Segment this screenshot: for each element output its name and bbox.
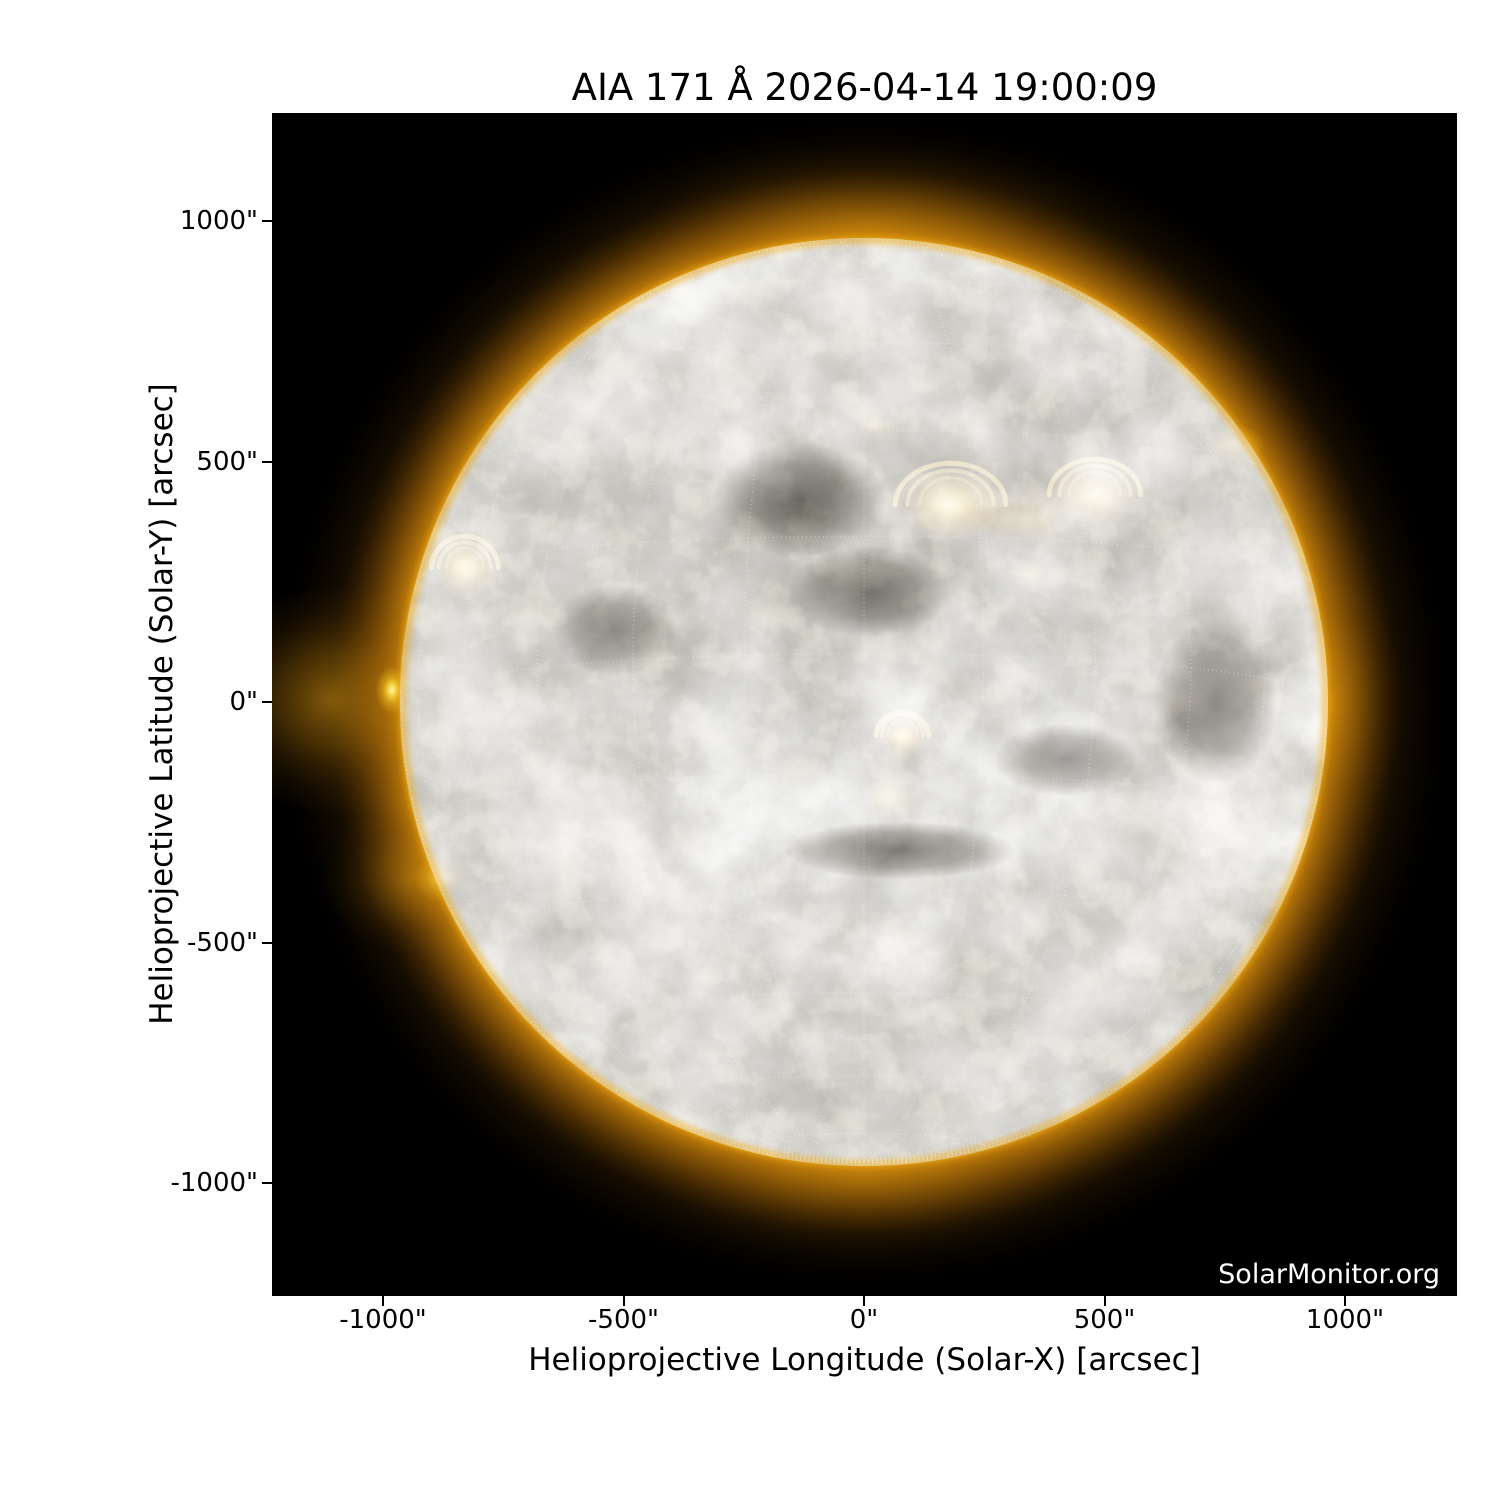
bright-point-west xyxy=(1013,561,1047,589)
dark-lane-south-center xyxy=(784,821,1016,880)
active-region-east-limb xyxy=(431,538,499,597)
x-tick-label: -1000" xyxy=(339,1305,427,1335)
y-tick-mark xyxy=(262,220,272,222)
x-axis-label: Helioprojective Longitude (Solar-X) [arc… xyxy=(528,1342,1201,1378)
x-tick-mark xyxy=(622,1296,625,1306)
active-region-loops-north-loop xyxy=(905,468,996,507)
dark-features xyxy=(551,442,1278,880)
plot-area xyxy=(272,113,1457,1296)
x-tick-label: -500" xyxy=(588,1305,659,1335)
dark-region-west xyxy=(1152,620,1278,784)
watermark: SolarMonitor.org xyxy=(1218,1259,1440,1290)
bright-point-north-center xyxy=(855,410,895,440)
y-tick-mark xyxy=(262,1182,272,1184)
dark-region-center xyxy=(787,545,951,638)
dark-region-southwest xyxy=(993,723,1139,796)
active-region-center xyxy=(876,714,929,758)
active-region-loops-northwest-loop xyxy=(1067,470,1122,497)
bright-fan-south-center xyxy=(859,776,917,820)
loop-bridge-north xyxy=(960,495,1086,544)
y-tick-label: 500" xyxy=(196,446,258,477)
x-tick-mark xyxy=(863,1296,865,1306)
active-region-center-loop xyxy=(879,713,926,738)
dark-region-east xyxy=(551,584,677,676)
active-region-east-limb-loop xyxy=(444,546,486,570)
active-region-loops-northwest-loop xyxy=(1046,456,1144,498)
heliographic-grid xyxy=(401,239,1327,1165)
y-tick-label: 1000" xyxy=(179,206,258,236)
active-region-loops-north-loop xyxy=(918,476,984,507)
sun-image xyxy=(272,117,1449,1287)
active-region-center-loop xyxy=(886,718,919,738)
bright-features xyxy=(375,410,1266,903)
x-tick-label: 0" xyxy=(849,1305,879,1335)
active-region-loops-north-loop xyxy=(892,460,1009,508)
y-tick-mark xyxy=(262,460,272,463)
x-tick-label: 500" xyxy=(1073,1305,1136,1335)
page-title: AIA 171 Å 2026-04-14 19:00:09 xyxy=(571,66,1158,109)
active-region-east-limb-loop xyxy=(428,533,501,571)
active-region-center-loop xyxy=(873,709,932,739)
dark-region-north-center xyxy=(713,442,887,558)
y-tick-label: 0" xyxy=(229,687,258,717)
y-tick-mark xyxy=(262,941,272,944)
x-tick-mark xyxy=(1103,1296,1106,1306)
x-tick-mark xyxy=(382,1296,384,1306)
y-tick-label: -500" xyxy=(187,927,258,958)
x-tick-label: 1000" xyxy=(1305,1305,1385,1335)
y-tick-label: -1000" xyxy=(170,1168,258,1198)
y-tick-mark xyxy=(262,701,272,703)
active-region-loops-northwest-loop xyxy=(1057,463,1133,498)
x-tick-mark xyxy=(1344,1296,1346,1306)
